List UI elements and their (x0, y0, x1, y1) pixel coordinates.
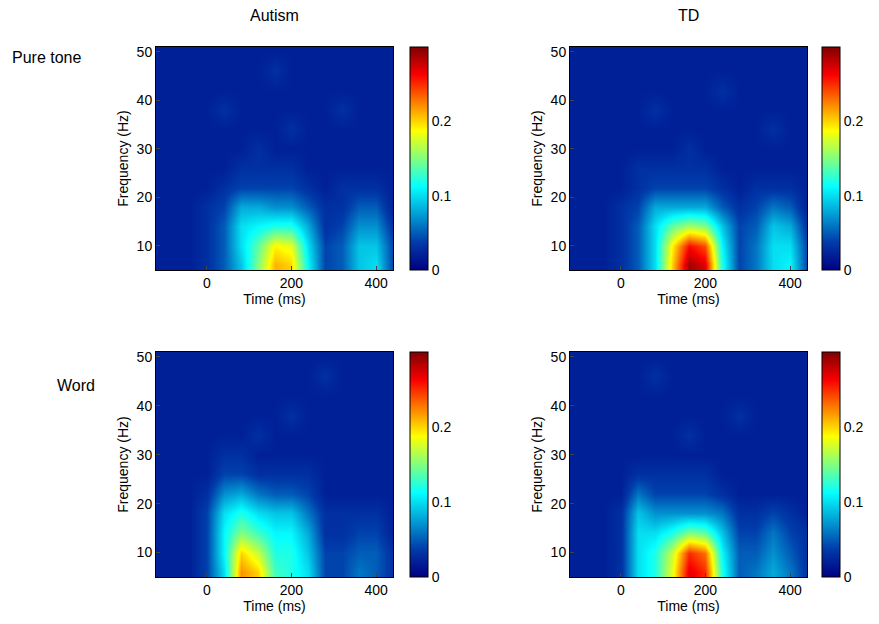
svg-text:0: 0 (844, 262, 852, 278)
svg-text:50: 50 (137, 44, 153, 60)
svg-text:50: 50 (551, 44, 567, 60)
svg-text:400: 400 (778, 275, 802, 291)
svg-text:0.2: 0.2 (844, 113, 864, 129)
svg-text:40: 40 (551, 92, 567, 108)
svg-text:50: 50 (137, 349, 153, 365)
svg-text:Pure tone: Pure tone (12, 49, 81, 66)
svg-text:Frequency (Hz): Frequency (Hz) (115, 416, 131, 512)
svg-text:Time (ms): Time (ms) (657, 598, 719, 614)
svg-text:0.2: 0.2 (432, 113, 452, 129)
svg-text:10: 10 (137, 544, 153, 560)
svg-text:400: 400 (364, 582, 388, 598)
svg-text:Frequency (Hz): Frequency (Hz) (115, 110, 131, 206)
svg-text:0: 0 (617, 582, 625, 598)
svg-text:0.1: 0.1 (432, 188, 452, 204)
svg-text:0.1: 0.1 (844, 494, 864, 510)
svg-text:40: 40 (137, 398, 153, 414)
svg-text:Time (ms): Time (ms) (657, 291, 719, 307)
svg-text:40: 40 (551, 398, 567, 414)
svg-text:20: 20 (137, 189, 153, 205)
svg-text:0.2: 0.2 (432, 419, 452, 435)
svg-text:10: 10 (551, 238, 567, 254)
svg-text:400: 400 (364, 275, 388, 291)
svg-text:Time (ms): Time (ms) (243, 291, 305, 307)
svg-text:200: 200 (280, 275, 304, 291)
svg-text:200: 200 (280, 582, 304, 598)
svg-text:0: 0 (432, 569, 440, 585)
svg-text:0.1: 0.1 (432, 494, 452, 510)
svg-text:0: 0 (844, 569, 852, 585)
svg-text:Time (ms): Time (ms) (243, 598, 305, 614)
svg-text:20: 20 (551, 189, 567, 205)
svg-text:0: 0 (203, 582, 211, 598)
svg-text:200: 200 (694, 582, 718, 598)
svg-text:30: 30 (137, 447, 153, 463)
svg-text:Frequency (Hz): Frequency (Hz) (529, 416, 545, 512)
svg-text:400: 400 (778, 582, 802, 598)
svg-text:200: 200 (694, 275, 718, 291)
svg-text:10: 10 (137, 238, 153, 254)
svg-text:40: 40 (137, 92, 153, 108)
svg-text:30: 30 (137, 141, 153, 157)
svg-text:0: 0 (203, 275, 211, 291)
svg-text:0: 0 (617, 275, 625, 291)
svg-text:50: 50 (551, 349, 567, 365)
svg-text:TD: TD (678, 7, 699, 24)
svg-text:0.1: 0.1 (844, 188, 864, 204)
svg-text:Autism: Autism (250, 7, 299, 24)
svg-text:20: 20 (551, 496, 567, 512)
svg-text:10: 10 (551, 544, 567, 560)
svg-text:30: 30 (551, 447, 567, 463)
svg-text:0.2: 0.2 (844, 419, 864, 435)
svg-text:Word: Word (57, 377, 95, 394)
svg-text:0: 0 (432, 262, 440, 278)
svg-text:20: 20 (137, 496, 153, 512)
svg-text:Frequency (Hz): Frequency (Hz) (529, 110, 545, 206)
svg-text:30: 30 (551, 141, 567, 157)
